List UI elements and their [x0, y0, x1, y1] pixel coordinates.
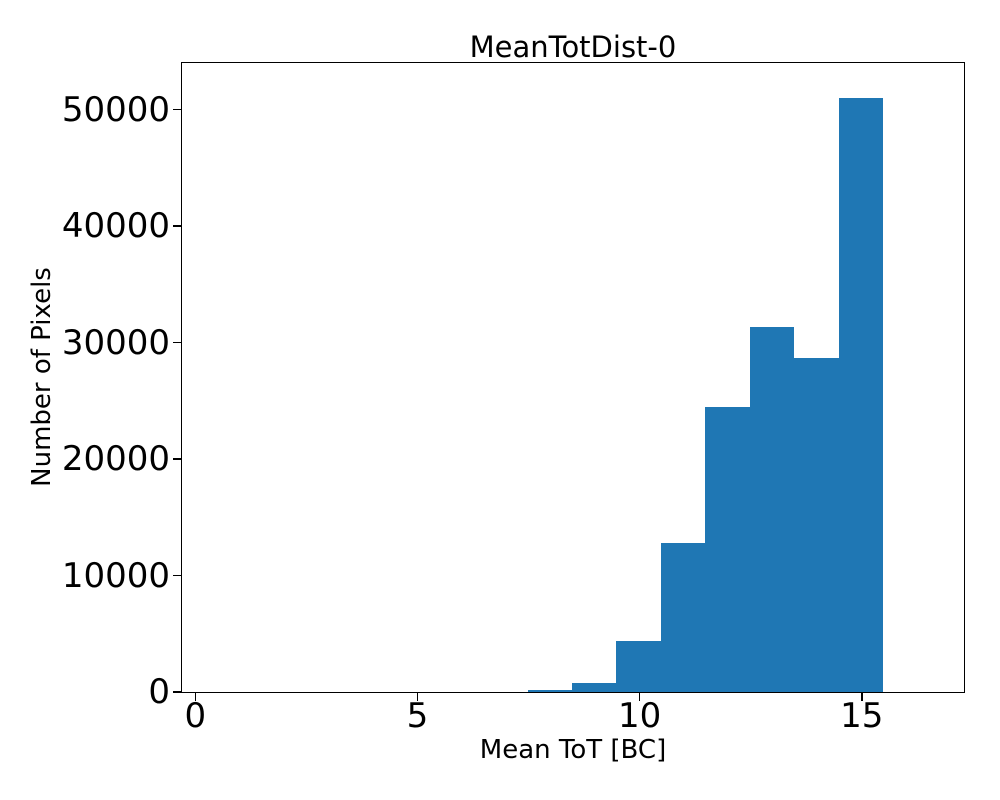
x-tick-label: 15	[840, 696, 884, 736]
histogram-bar	[616, 641, 661, 692]
y-tick-mark	[173, 225, 181, 227]
x-tick-label: 10	[618, 696, 662, 736]
histogram-bar	[661, 543, 705, 692]
y-tick-label: 40000	[61, 206, 170, 247]
y-tick-mark	[173, 108, 181, 111]
histogram-bar	[528, 690, 572, 692]
y-tick-label: 30000	[61, 322, 170, 363]
x-tick-mark	[416, 693, 419, 701]
x-tick-label: 5	[406, 696, 429, 736]
x-tick-mark	[861, 693, 863, 701]
x-tick-mark	[638, 693, 641, 701]
y-tick-mark	[173, 691, 181, 693]
histogram-bar	[705, 407, 750, 692]
y-tick-label: 10000	[61, 555, 170, 596]
histogram-bar	[839, 98, 883, 692]
y-tick-mark	[173, 458, 181, 460]
plot-area	[181, 62, 965, 693]
y-tick-label: 50000	[61, 89, 170, 130]
y-tick-label: 20000	[61, 439, 170, 480]
x-tick-label: 0	[184, 696, 207, 736]
y-tick-mark	[173, 341, 181, 344]
x-tick-mark	[194, 693, 197, 701]
y-tick-mark	[173, 574, 181, 577]
y-tick-label: 0	[148, 672, 170, 712]
x-axis-label: Mean ToT [BC]	[479, 735, 667, 765]
histogram-bar	[572, 683, 616, 692]
histogram-bar	[750, 327, 794, 692]
chart-title: MeanTotDist-0	[469, 30, 677, 64]
histogram-bar	[794, 358, 839, 692]
